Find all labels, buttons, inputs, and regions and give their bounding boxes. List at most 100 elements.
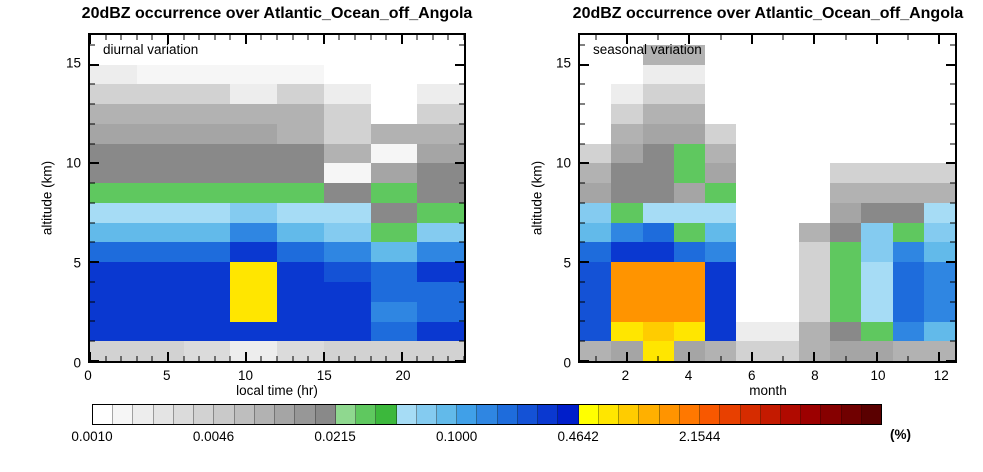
heatmap-cell — [673, 242, 705, 263]
axis-tick — [950, 340, 955, 342]
heatmap-cell — [370, 163, 418, 184]
heatmap-cell — [230, 281, 277, 302]
annotation-diurnal: diurnal variation — [103, 42, 199, 57]
heatmap-cell — [611, 202, 643, 223]
heatmap-cell — [230, 341, 277, 361]
colorbar-swatch — [457, 405, 478, 424]
x-tick-label: 10 — [237, 368, 254, 383]
heatmap-cell — [183, 143, 231, 164]
axis-tick — [580, 281, 585, 283]
heatmap-cell — [611, 341, 643, 361]
heatmap-cell — [736, 341, 768, 361]
axis-tick — [580, 63, 589, 66]
axis-tick — [416, 35, 418, 40]
y-tick-label: 15 — [555, 55, 571, 71]
axis-tick — [338, 35, 340, 40]
heatmap-cell — [230, 202, 277, 223]
heatmap-cell — [673, 143, 705, 164]
heatmap-cell — [892, 281, 924, 302]
heatmap-cell — [705, 242, 737, 263]
axis-tick — [214, 356, 216, 361]
axis-tick — [455, 162, 464, 165]
axis-tick — [307, 35, 309, 40]
heatmap-cell — [861, 222, 893, 243]
axis-tick — [657, 356, 659, 361]
heatmap-cell — [370, 341, 418, 361]
axis-tick — [455, 63, 464, 66]
axis-tick — [89, 35, 91, 44]
heatmap-cell — [861, 301, 893, 322]
colorbar-swatch — [720, 405, 741, 424]
heatmap-cell — [642, 202, 674, 223]
colorbar-tick-label: 2.1544 — [679, 429, 721, 444]
heatmap-cell — [136, 123, 184, 144]
heatmap-cell — [830, 262, 862, 282]
heatmap-cell — [90, 341, 137, 361]
heatmap-cell — [642, 44, 674, 65]
heatmap-cell — [580, 321, 612, 342]
heatmap-cell — [277, 341, 324, 361]
heatmap-cell — [370, 242, 418, 263]
colorbar-swatch — [821, 405, 842, 424]
heatmap-cell — [673, 301, 705, 322]
heatmap-cell — [230, 301, 277, 322]
axis-tick — [946, 63, 955, 66]
colorbar-swatch — [619, 405, 640, 424]
colorbar-swatch — [760, 405, 781, 424]
axis-tick — [950, 83, 955, 85]
axis-tick — [459, 340, 464, 342]
axis-tick — [720, 356, 722, 361]
colorbar-swatch — [861, 405, 882, 424]
colorbar-tick-label: 0.1000 — [435, 429, 478, 444]
heatmap-cell — [830, 281, 862, 302]
axis-tick — [950, 182, 955, 184]
heatmap-cell — [642, 84, 674, 105]
heatmap-cell — [323, 84, 371, 105]
axis-tick — [459, 222, 464, 224]
y-tick-label: 10 — [65, 155, 81, 171]
axis-tick — [459, 182, 464, 184]
x-axis-label-diurnal: local time (hr) — [236, 383, 318, 398]
axis-tick — [307, 356, 309, 361]
axis-tick — [580, 123, 585, 125]
y-axis-label-diurnal: altitude (km) — [39, 160, 55, 236]
axis-tick — [595, 356, 597, 361]
heatmap-cell — [705, 262, 737, 282]
heatmap-cell — [705, 183, 737, 203]
colorbar-swatch — [234, 405, 255, 424]
heatmap-cell — [611, 84, 643, 105]
heatmap-cell — [830, 222, 862, 243]
heatmap-cell — [767, 321, 799, 342]
axis-tick — [416, 356, 418, 361]
axis-tick — [447, 356, 449, 361]
heatmap-cell — [673, 44, 705, 65]
axis-tick — [907, 356, 909, 361]
axis-tick — [950, 281, 955, 283]
axis-tick — [90, 103, 95, 105]
axis-tick — [657, 35, 659, 40]
axis-tick — [90, 63, 99, 66]
colorbar-tick-label: 0.0046 — [192, 429, 235, 444]
heatmap-cell — [673, 202, 705, 223]
axis-tick — [580, 261, 589, 264]
axis-tick — [432, 35, 434, 40]
colorbar-swatch — [396, 405, 417, 424]
heatmap-cell — [580, 242, 612, 263]
colorbar-tick-label: 0.4642 — [557, 429, 599, 444]
heatmap-cell — [90, 262, 137, 282]
heatmap-cell — [183, 301, 231, 322]
heatmap-cell — [183, 281, 231, 302]
axis-tick — [198, 35, 200, 40]
heatmap-cell — [136, 143, 184, 164]
heatmap-cell — [705, 163, 737, 184]
heatmap-cell — [183, 242, 231, 263]
axis-tick — [459, 320, 464, 322]
axis-tick — [244, 35, 247, 44]
heatmap-cell — [642, 64, 674, 85]
axis-tick — [90, 301, 95, 303]
heatmap-cell — [611, 262, 643, 282]
heatmap-cell — [230, 84, 277, 105]
axis-tick — [370, 35, 371, 40]
heatmap-cell — [861, 321, 893, 342]
heatmap-cell — [798, 281, 830, 302]
